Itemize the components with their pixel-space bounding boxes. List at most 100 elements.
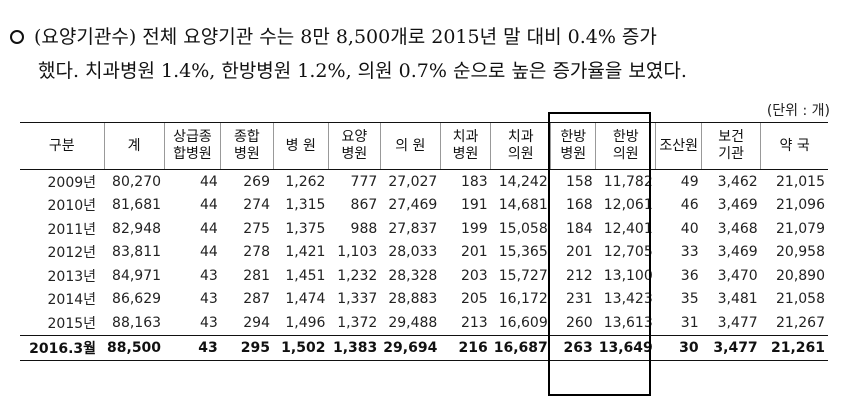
table-cell: 1,421: [285, 244, 326, 261]
table-cell: 3,469: [717, 244, 758, 261]
table-cell: 16,687: [490, 334, 551, 361]
table-cell: 13,100: [603, 267, 653, 284]
column-header: 한방 의원: [595, 122, 656, 170]
table-cell: 1,232: [337, 267, 378, 284]
table-cell: 16,172: [498, 291, 548, 308]
table-cell: 82,948: [112, 220, 162, 237]
table-cell: 3,468: [717, 220, 758, 237]
table-cell: 20,958: [776, 244, 825, 261]
table-cell: 80,270: [112, 173, 162, 190]
table-cell: 88,163: [112, 314, 162, 331]
table-cell: 35: [680, 291, 699, 308]
summary-line-2: 했다. 치과병원 1.4%, 한방병원 1.2%, 의원 0.7% 순으로 높은…: [38, 60, 687, 82]
table-cell: 15,058: [498, 220, 548, 237]
table-row: 2012년 83,811 44 278 1,421 1,103 28,033 201 15,36…: [20, 241, 828, 265]
table-cell: 12,705: [603, 244, 653, 261]
table-cell: 36: [680, 267, 699, 284]
table-cell: 1,262: [285, 173, 326, 190]
table-cell: 1,315: [285, 197, 326, 214]
table-cell: 988: [350, 220, 378, 237]
row-label: 2016.3월: [20, 334, 105, 361]
column-header: 치과 병원: [439, 122, 491, 170]
row-label: 2012년: [47, 245, 97, 262]
column-header: 상급종 합병원: [163, 122, 221, 170]
table-cell: 3,470: [717, 267, 758, 284]
table-cell: 3,477: [717, 314, 758, 331]
table-row: 2013년 84,971 43 281 1,451 1,232 28,328 203 15,72…: [20, 264, 828, 288]
table-cell: 275: [243, 220, 270, 237]
table-row: 2011년 82,948 44 275 1,375 988 27,837 199 15,058 1…: [20, 217, 828, 241]
row-label: 2010년: [47, 198, 97, 215]
table-cell: 1,103: [337, 244, 378, 261]
table-cell: 184: [565, 220, 593, 237]
table-cell: 13,423: [603, 291, 653, 308]
table-cell: 88,500: [104, 334, 165, 361]
table-cell: 213: [460, 314, 488, 331]
table-cell: 205: [460, 291, 488, 308]
row-label: 2014년: [47, 292, 97, 309]
table-cell: 15,365: [498, 244, 548, 261]
column-header: 계: [103, 122, 165, 170]
table-cell: 263: [550, 334, 596, 361]
table-cell: 49: [680, 173, 699, 190]
table-cell: 201: [565, 244, 593, 261]
table-cell: 15,727: [498, 267, 548, 284]
table-cell: 20,890: [776, 267, 825, 284]
table-cell: 11,782: [603, 173, 653, 190]
table-cell: 1,372: [337, 314, 378, 331]
table-cell: 3,481: [717, 291, 758, 308]
table-row: 2016.3월 88,500 43 295 1,502 1,383 29,694 216 16,…: [20, 334, 828, 361]
table-cell: 1,383: [328, 334, 381, 361]
table-cell: 29,694: [380, 334, 441, 361]
table-row: 2009년 80,270 44 269 1,262 777 27,027 183 14,242 1…: [20, 170, 828, 194]
table-cell: 1,502: [273, 334, 329, 361]
column-header: 한방 병원: [550, 122, 596, 170]
table-cell: 13,613: [603, 314, 653, 331]
column-header: 종합 병원: [220, 122, 273, 170]
row-label: 2015년: [47, 315, 97, 332]
table-cell: 278: [243, 244, 270, 261]
table-cell: 287: [243, 291, 270, 308]
table-cell: 201: [460, 244, 488, 261]
table-cell: 21,079: [776, 220, 825, 237]
table-cell: 867: [350, 197, 378, 214]
table-cell: 27,027: [388, 173, 438, 190]
summary-line-1-text: (요양기관수) 전체 요양기관 수는 8만 8,500개로 2015년 말 대비…: [34, 26, 657, 48]
table-cell: 3,469: [717, 197, 758, 214]
table-body: 2009년 80,270 44 269 1,262 777 27,027 183 14,242 1…: [20, 170, 828, 361]
table-cell: 30: [655, 334, 702, 361]
summary-line-1: (요양기관수) 전체 요양기관 수는 8만 8,500개로 2015년 말 대비…: [10, 20, 840, 54]
table-row: 2010년 81,681 44 274 1,315 867 27,469 191 14,681 1…: [20, 194, 828, 218]
table-cell: 40: [680, 220, 699, 237]
table-cell: 199: [460, 220, 488, 237]
table-cell: 274: [243, 197, 270, 214]
table-cell: 260: [565, 314, 593, 331]
row-label: 2011년: [47, 221, 97, 238]
table-cell: 27,469: [388, 197, 438, 214]
column-header: 보건 기관: [701, 122, 761, 170]
table-cell: 183: [460, 173, 488, 190]
summary-paragraph: (요양기관수) 전체 요양기관 수는 8만 8,500개로 2015년 말 대비…: [10, 20, 840, 88]
table-cell: 28,883: [388, 291, 438, 308]
table-cell: 44: [199, 244, 218, 261]
column-header: 병 원: [272, 122, 329, 170]
table-cell: 1,375: [285, 220, 326, 237]
table-cell: 21,267: [776, 314, 825, 331]
table-cell: 777: [350, 173, 378, 190]
table-cell: 3,462: [717, 173, 758, 190]
table-cell: 158: [565, 173, 593, 190]
table-cell: 14,681: [498, 197, 548, 214]
column-header: 의 원: [379, 122, 441, 170]
table-cell: 33: [680, 244, 699, 261]
column-header: 요양 병원: [327, 122, 381, 170]
table-cell: 43: [164, 334, 221, 361]
table-cell: 43: [199, 291, 218, 308]
column-header: 약 국: [760, 122, 828, 170]
table-cell: 1,496: [285, 314, 326, 331]
table-header-row: 구분 계 상급종 합병원 종합 병원 병 원 요양 병원 의 원 치과 병원 치과 의원 한방 병원 한방 의원 조…: [20, 122, 828, 170]
table-cell: 28,328: [388, 267, 438, 284]
table-cell: 43: [199, 314, 218, 331]
table-cell: 281: [243, 267, 270, 284]
table-cell: 1,451: [285, 267, 326, 284]
table-cell: 191: [460, 197, 488, 214]
